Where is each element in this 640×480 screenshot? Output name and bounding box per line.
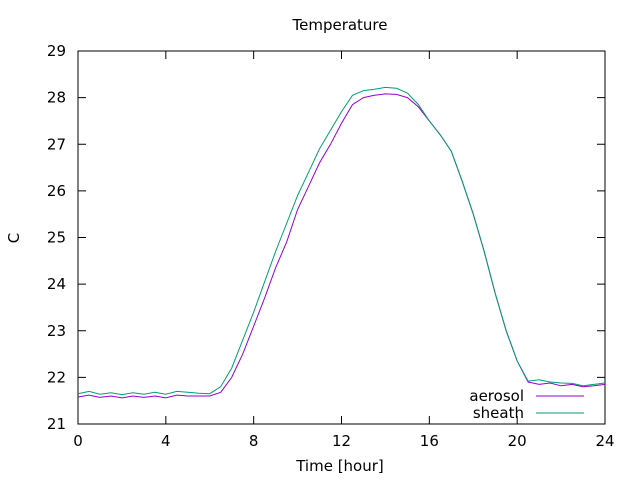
y-tick-label: 22 bbox=[47, 368, 66, 386]
y-tick-label: 26 bbox=[47, 182, 66, 200]
y-tick-label: 21 bbox=[47, 415, 66, 433]
y-tick-label: 27 bbox=[47, 135, 66, 153]
series-layer bbox=[77, 86, 606, 399]
series-line-sheath bbox=[77, 86, 606, 396]
x-tick-label: 16 bbox=[420, 432, 439, 450]
x-tick-label: 8 bbox=[249, 432, 259, 450]
x-tick-label: 0 bbox=[73, 432, 83, 450]
x-tick-label: 20 bbox=[508, 432, 527, 450]
y-axis-label: C bbox=[5, 233, 23, 243]
y-tick-label: 28 bbox=[47, 89, 66, 107]
plot-frame bbox=[77, 50, 606, 425]
x-tick-label: 12 bbox=[332, 432, 351, 450]
y-tick-label: 23 bbox=[47, 322, 66, 340]
y-axis: 21 22 23 24 25 26 27 28 29 bbox=[47, 42, 605, 433]
chart-title: Temperature bbox=[291, 16, 387, 34]
x-axis-label: Time [hour] bbox=[295, 457, 384, 475]
legend-label: aerosol bbox=[469, 387, 524, 405]
x-tick-label: 24 bbox=[595, 432, 614, 450]
y-tick-label: 29 bbox=[47, 42, 66, 60]
x-axis: 0 4 8 12 16 20 24 bbox=[73, 51, 615, 450]
legend-label: sheath bbox=[473, 404, 524, 422]
x-tick-label: 4 bbox=[161, 432, 171, 450]
series-line-aerosol bbox=[77, 93, 606, 399]
y-tick-label: 25 bbox=[47, 229, 66, 247]
y-tick-label: 24 bbox=[47, 275, 66, 293]
